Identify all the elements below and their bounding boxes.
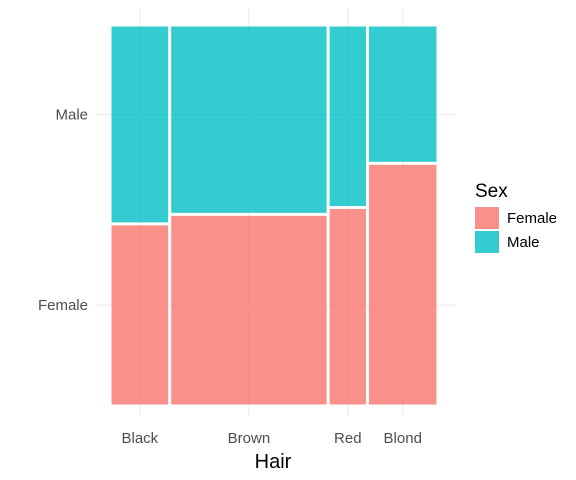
x-tick-label: Brown bbox=[228, 430, 271, 447]
mosaic-tile bbox=[111, 225, 169, 405]
mosaic-tile bbox=[171, 215, 327, 405]
x-tick-labels: Black Brown Red Blond bbox=[122, 430, 422, 447]
legend-key bbox=[475, 207, 499, 229]
mosaic-tiles bbox=[111, 26, 437, 405]
legend-key bbox=[475, 231, 499, 253]
x-tick-label: Black bbox=[122, 430, 159, 447]
legend-title: Sex bbox=[475, 181, 508, 202]
mosaic-tile bbox=[368, 164, 437, 405]
y-tick-label: Male bbox=[55, 107, 88, 124]
legend-label: Male bbox=[507, 234, 540, 251]
mosaic-tile bbox=[171, 26, 327, 213]
y-tick-labels: Female Male bbox=[38, 107, 88, 314]
legend: Sex Female Male bbox=[475, 181, 557, 253]
mosaic-tile bbox=[368, 26, 437, 162]
x-tick-label: Blond bbox=[384, 430, 422, 447]
legend-label: Female bbox=[507, 210, 557, 227]
y-tick-label: Female bbox=[38, 297, 88, 314]
x-tick-label: Red bbox=[334, 430, 362, 447]
mosaic-tile bbox=[111, 26, 169, 223]
x-axis-title: Hair bbox=[255, 451, 292, 473]
mosaic-tile bbox=[329, 26, 366, 206]
mosaic-tile bbox=[329, 208, 366, 405]
